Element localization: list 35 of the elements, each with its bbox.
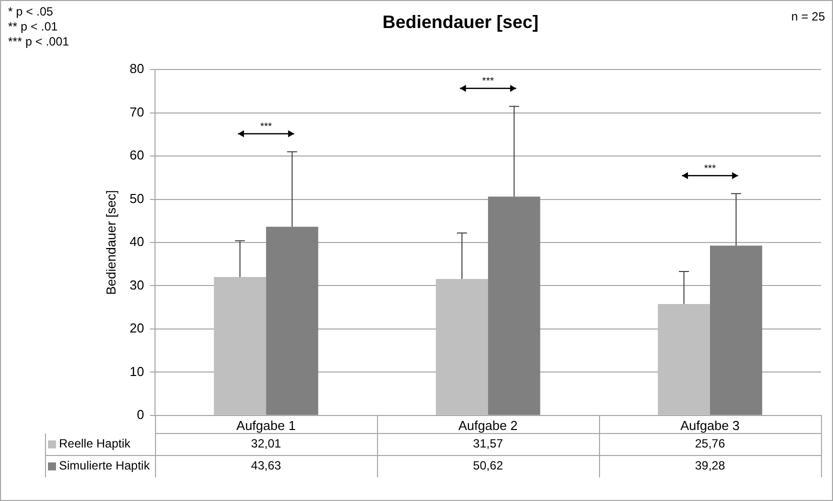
annotation: *** bbox=[260, 121, 272, 132]
chart-title: Bediendauer [sec] bbox=[382, 12, 539, 32]
bar bbox=[436, 278, 488, 415]
data-label: 25,76 bbox=[694, 436, 726, 451]
y-tick-label: 40 bbox=[130, 234, 144, 250]
y-tick-label: 50 bbox=[130, 190, 144, 206]
annotation: *** bbox=[482, 76, 494, 88]
data-label: 32,01 bbox=[251, 436, 282, 451]
text: ** p < .01 bbox=[8, 19, 58, 34]
y-tick-label: 20 bbox=[130, 320, 144, 336]
text: n = 25 bbox=[791, 9, 826, 24]
y-axis-title: Bediendauer [sec] bbox=[103, 190, 118, 295]
legend-label: Reelle Haptik bbox=[59, 436, 132, 451]
bar bbox=[488, 196, 540, 415]
text: * p < .05 bbox=[8, 4, 54, 18]
data-label: 39,28 bbox=[694, 458, 726, 473]
bar bbox=[710, 246, 762, 415]
y-tick-label: 80 bbox=[130, 61, 144, 76]
data-label: 31,57 bbox=[473, 436, 504, 451]
y-tick-label: 10 bbox=[130, 364, 144, 379]
legend-label: Simulierte Haptik bbox=[59, 458, 151, 473]
annotation: *** bbox=[704, 163, 716, 174]
y-tick-label: 0 bbox=[136, 406, 144, 422]
text: *** p < .001 bbox=[8, 34, 70, 48]
data-label: 50,62 bbox=[473, 458, 504, 473]
x-tick-label: Aufgabe 2 bbox=[458, 418, 518, 433]
bar bbox=[266, 226, 318, 415]
bar bbox=[658, 304, 710, 415]
bar bbox=[214, 277, 266, 415]
y-tick-label: 60 bbox=[130, 148, 144, 163]
y-tick-label: 30 bbox=[130, 277, 144, 292]
y-tick-label: 70 bbox=[130, 104, 144, 120]
x-tick-label: Aufgabe 1 bbox=[236, 418, 296, 433]
data-label: 43,63 bbox=[251, 458, 282, 473]
x-tick-label: Aufgabe 3 bbox=[680, 418, 740, 433]
